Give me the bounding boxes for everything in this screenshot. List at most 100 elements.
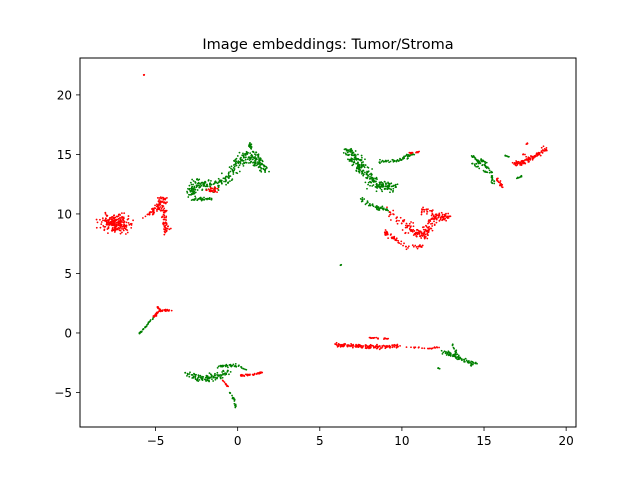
data-points [95,73,548,409]
scatter-point-green [148,320,151,323]
scatter-point-green [481,163,484,166]
scatter-point-green [234,404,237,407]
scatter-point-green [228,175,231,178]
scatter-point-green [473,163,476,166]
scatter-point-green [206,183,208,186]
scatter-point-green [449,352,452,355]
scatter-point-red [526,142,528,145]
scatter-point-green [350,158,353,161]
scatter-point-green [506,155,509,158]
scatter-point-red [122,228,125,230]
scatter-point-green [361,156,363,159]
scatter-point-green [242,152,244,155]
scatter-point-green [151,318,154,321]
scatter-point-red [119,225,121,227]
scatter-point-green [210,198,213,201]
scatter-point-red [372,336,375,339]
scatter-point-green [375,205,378,207]
scatter-point-green [485,161,488,164]
scatter-point-green [191,190,194,193]
scatter-point-red [533,155,536,157]
scatter-point-red [123,212,126,215]
scatter-point-green [192,183,195,186]
scatter-point-red [110,218,113,221]
scatter-point-green [253,161,256,163]
scatter-point-green [205,380,208,382]
scatter-point-green [476,362,478,365]
scatter-point-green [375,190,378,193]
scatter-point-red [400,240,403,243]
scatter-point-green [190,188,193,191]
scatter-point-green [353,153,356,156]
scatter-point-red [389,346,391,349]
scatter-point-green [225,175,228,178]
scatter-point-red [359,344,362,347]
scatter-point-red [121,226,124,228]
scatter-point-green [224,373,226,376]
scatter-point-red [160,197,163,200]
scatter-point-red [118,229,121,232]
scatter-point-green [375,185,378,187]
scatter-point-green [351,149,353,152]
scatter-point-green [457,357,460,360]
scatter-point-green [208,196,211,199]
scatter-point-red [153,207,156,209]
scatter-point-green [363,171,366,174]
scatter-point-red [447,212,450,215]
scatter-point-green [453,347,456,350]
scatter-point-green [221,376,224,379]
scatter-point-red [431,229,434,232]
scatter-point-green [260,162,263,165]
scatter-point-red [433,220,435,223]
scatter-point-red [522,153,524,156]
scatter-point-red [530,155,532,157]
scatter-point-red [156,196,159,199]
scatter-point-green [393,160,396,163]
scatter-point-red [448,215,451,218]
scatter-point-red [120,212,123,215]
scatter-point-red [405,245,407,248]
scatter-point-red [124,233,127,235]
scatter-point-red [368,336,371,339]
scatter-point-green [220,373,222,376]
scatter-point-red [258,372,260,375]
scatter-point-red [165,215,168,218]
scatter-point-green [351,154,353,157]
scatter-point-green [203,196,205,199]
scatter-point-green [360,200,363,203]
scatter-point-green [351,160,353,162]
scatter-point-green [216,182,219,185]
scatter-point-green [349,148,352,151]
scatter-point-red [112,222,115,225]
scatter-point-green [389,160,392,163]
scatter-point-green [340,263,343,266]
scatter-point-green [186,191,189,194]
y-tick-label: 15 [57,148,72,162]
y-tick-label: −5 [54,386,72,400]
scatter-point-green [366,200,369,203]
scatter-point-red [130,222,133,225]
scatter-point-red [394,239,397,241]
scatter-point-green [262,168,265,171]
scatter-point-red [525,158,527,161]
scatter-point-red [239,374,242,377]
scatter-point-green [203,182,206,185]
scatter-point-red [170,309,173,312]
scatter-point-red [420,237,423,239]
scatter-point-green [194,375,197,378]
scatter-point-red [168,228,171,231]
scatter-point-green [378,183,381,186]
scatter-point-red [385,233,388,236]
scatter-point-green [447,351,449,354]
scatter-point-red [433,218,436,221]
scatter-point-green [249,152,252,155]
scatter-point-green [484,160,486,163]
scatter-point-red [426,237,429,240]
scatter-point-red [252,373,255,376]
scatter-point-red [418,230,421,233]
scatter-point-green [366,166,369,169]
scatter-point-green [247,151,249,154]
scatter-point-green [220,364,223,367]
scatter-point-green [205,185,208,188]
scatter-point-red [525,155,528,158]
